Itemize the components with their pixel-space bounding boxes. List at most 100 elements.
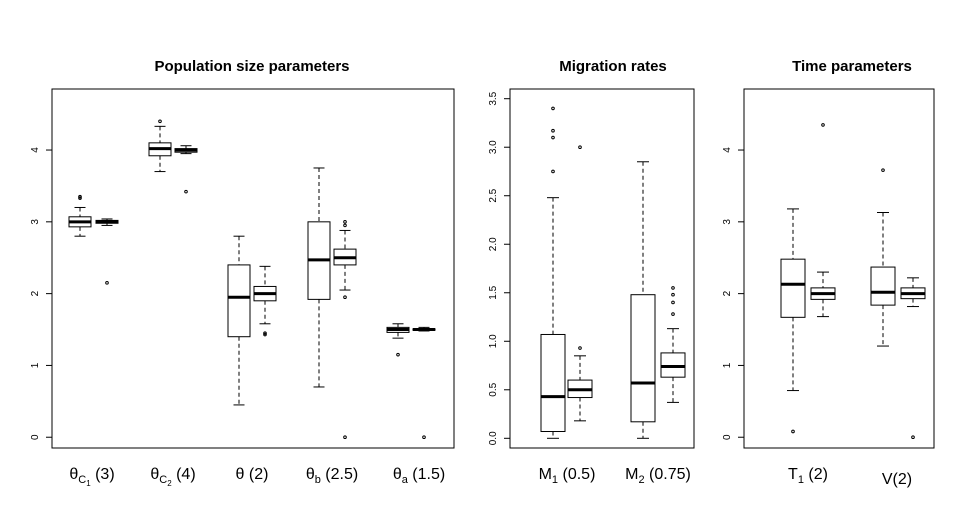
y-tick-label: 4 [30, 147, 41, 153]
category-label: M2 (0.75) [625, 466, 691, 486]
y-tick-label: 2 [722, 290, 733, 296]
category-label: M1 (0.5) [539, 466, 596, 486]
outlier-point [343, 223, 347, 228]
outlier-point [671, 292, 675, 297]
box-3-2 [253, 265, 277, 337]
label-text: θ [150, 466, 159, 483]
outlier-point [184, 189, 188, 194]
category-label: V(2) [882, 471, 912, 488]
y-tick-label: 3 [30, 219, 41, 225]
outlier-point [263, 331, 267, 335]
panel-2: Migration rates 0.0 0.5 1.0 1.5 2.0 2.5 3.0 3.5 M… [488, 58, 695, 486]
y-tick-label: 1 [722, 362, 733, 368]
y-tick-label: 0.5 [488, 382, 499, 396]
label-text: θ [69, 466, 78, 483]
iqr-box [227, 264, 251, 338]
outlier-point [396, 352, 400, 357]
outlier-point [578, 145, 582, 150]
label-subscript: b [315, 474, 321, 486]
box-5-1 [386, 323, 410, 357]
label-text: (0.5) [558, 466, 595, 483]
label-text: (1.5) [408, 466, 445, 483]
label-text: V(2) [882, 471, 912, 488]
label-subscript: C [78, 474, 86, 486]
box-2-1 [630, 161, 656, 439]
outlier-point [551, 106, 555, 111]
category-label: θb (2.5) [306, 466, 358, 486]
label-text: T [788, 466, 798, 483]
plot-frame [51, 88, 455, 449]
outlier-point [578, 346, 582, 350]
outlier-point [78, 196, 82, 200]
plot-frame [743, 88, 935, 449]
panel-title: Population size parameters [154, 58, 349, 75]
box-2-2 [660, 286, 686, 403]
label-text: (2) [804, 466, 828, 483]
box-1-2 [567, 145, 593, 422]
label-subscript: a [402, 474, 409, 486]
iqr-box [540, 333, 566, 433]
box-4-2 [333, 220, 357, 440]
y-tick-label: 3.0 [488, 140, 499, 154]
outlier-point [881, 168, 885, 172]
category-label: θ (2) [236, 466, 269, 483]
category-label: θC1 (3) [69, 466, 114, 488]
box-2-1 [870, 168, 896, 347]
outlier-point [422, 435, 426, 440]
box-2-2 [174, 145, 198, 194]
outlier-point [791, 429, 795, 434]
box-1-1 [68, 194, 92, 237]
outlier-point [263, 332, 267, 337]
y-tick-label: 2 [30, 290, 41, 296]
label-text: (4) [172, 466, 196, 483]
y-tick-label: 1 [30, 362, 41, 368]
label-subscript: 1 [552, 474, 558, 486]
box-1-2 [95, 218, 119, 285]
label-text: M [625, 466, 638, 483]
label-subsubscript: 2 [167, 479, 172, 488]
label-text: θ (2) [236, 466, 269, 483]
box-3-1 [227, 235, 251, 406]
outlier-point [78, 194, 82, 199]
y-tick-label: 4 [722, 147, 733, 153]
label-subscript: 1 [798, 474, 804, 486]
plot-frame [509, 88, 695, 449]
y-tick-label: 0 [30, 434, 41, 440]
outlier-point [343, 220, 347, 224]
y-tick-label: 2.5 [488, 188, 499, 202]
y-tick-label: 1.5 [488, 285, 499, 299]
y-tick-label: 2.0 [488, 237, 499, 251]
box-5-2 [412, 326, 436, 440]
panel-title: Migration rates [559, 58, 667, 75]
label-text: M [539, 466, 552, 483]
category-label: T1 (2) [788, 466, 828, 486]
outlier-point [551, 128, 555, 133]
outlier-point [551, 169, 555, 174]
y-tick-label: 3 [722, 219, 733, 225]
label-text: (3) [91, 466, 115, 483]
y-tick-label: 0.0 [488, 431, 499, 445]
outlier-point [671, 286, 675, 290]
iqr-box [870, 266, 896, 306]
outlier-point [343, 295, 347, 300]
box-2-1 [148, 119, 172, 173]
box-1-1 [540, 106, 566, 439]
box-2-2 [900, 277, 926, 440]
outlier-point [821, 123, 825, 127]
outlier-point [551, 135, 555, 140]
label-text: (2.5) [321, 466, 358, 483]
outlier-point [911, 435, 915, 440]
label-subscript: C [159, 474, 167, 486]
iqr-box [630, 294, 656, 423]
label-subsubscript: 1 [86, 479, 91, 488]
outlier-point [343, 435, 347, 440]
y-tick-label: 1.0 [488, 334, 499, 348]
box-4-1 [307, 167, 331, 388]
y-tick-label: 0 [722, 434, 733, 440]
label-text: θ [393, 466, 402, 483]
outlier-point [671, 300, 675, 305]
panel-title: Time parameters [792, 58, 912, 75]
outlier-point [158, 119, 162, 124]
